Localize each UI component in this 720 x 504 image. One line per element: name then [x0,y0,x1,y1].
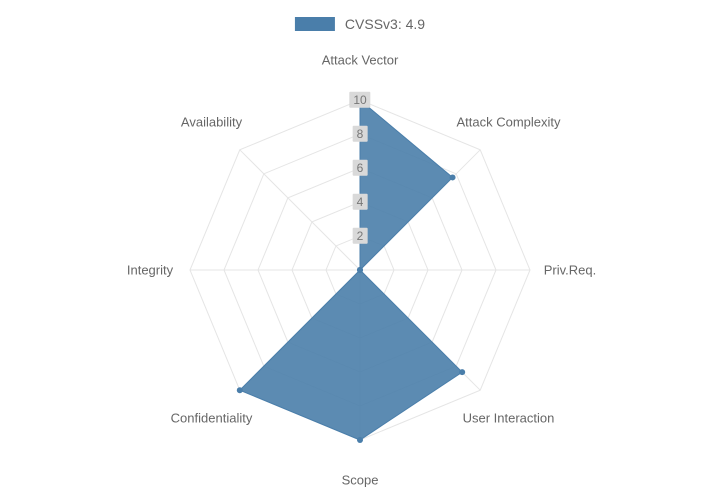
legend-swatch [295,17,335,31]
tick-label: 8 [353,126,368,142]
tick-label: 4 [353,194,368,210]
tick-label: 10 [349,92,370,108]
legend-label: CVSSv3: 4.9 [345,16,425,32]
axis-label: Attack Vector [322,53,399,68]
tick-label: 6 [353,160,368,176]
tick-label: 2 [353,228,368,244]
radar-svg [0,0,720,504]
axis-label: Integrity [127,263,173,278]
axis-label: User Interaction [463,411,555,426]
axis-label: Availability [181,114,242,129]
axis-label: Scope [342,473,379,488]
axis-label: Attack Complexity [456,114,560,129]
radar-chart-container: CVSSv3: 4.9 Attack Vector Attack Complexi… [0,0,720,504]
legend: CVSSv3: 4.9 [295,16,425,32]
axis-label: Priv.Req. [544,263,597,278]
axis-label: Confidentiality [171,411,253,426]
